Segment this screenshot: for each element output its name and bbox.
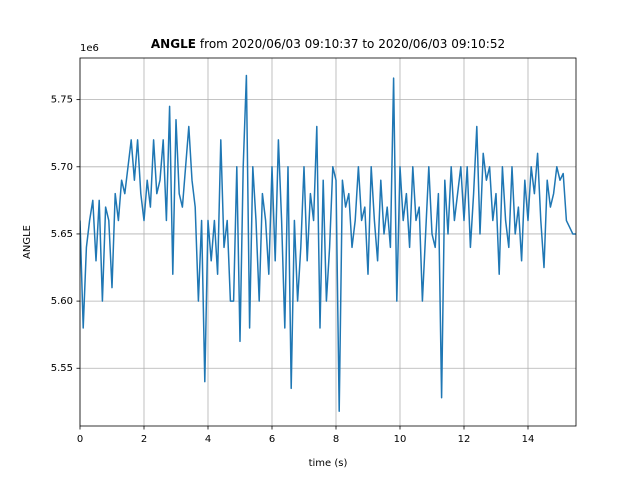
x-tick-label: 6 — [269, 434, 275, 445]
x-tick-label: 10 — [394, 434, 407, 445]
title-bold: ANGLE — [151, 37, 196, 51]
x-tick-label: 4 — [205, 434, 211, 445]
offset-text: 1e6 — [80, 43, 99, 54]
y-axis-label: ANGLE — [22, 225, 33, 259]
axes-frame — [79, 57, 577, 427]
y-tick-label: 5.70 — [51, 162, 73, 173]
data-line — [80, 74, 576, 412]
x-tick-label: 8 — [333, 434, 339, 445]
x-tick-label: 0 — [77, 434, 83, 445]
title-text: from 2020/06/03 09:10:37 to 2020/06/03 0… — [200, 37, 505, 51]
x-tick-label: 14 — [522, 434, 535, 445]
x-axis-label: time (s) — [309, 458, 348, 469]
plot-area — [79, 58, 576, 426]
x-tick-label: 12 — [458, 434, 471, 445]
y-tick-label: 5.75 — [51, 95, 73, 106]
x-tick-label: 2 — [141, 434, 147, 445]
y-tick-label: 5.65 — [51, 229, 73, 240]
y-tick-label: 5.55 — [51, 363, 73, 374]
chart-title: ANGLE from 2020/06/03 09:10:37 to 2020/06… — [151, 37, 505, 51]
y-tick-label: 5.60 — [51, 296, 73, 307]
